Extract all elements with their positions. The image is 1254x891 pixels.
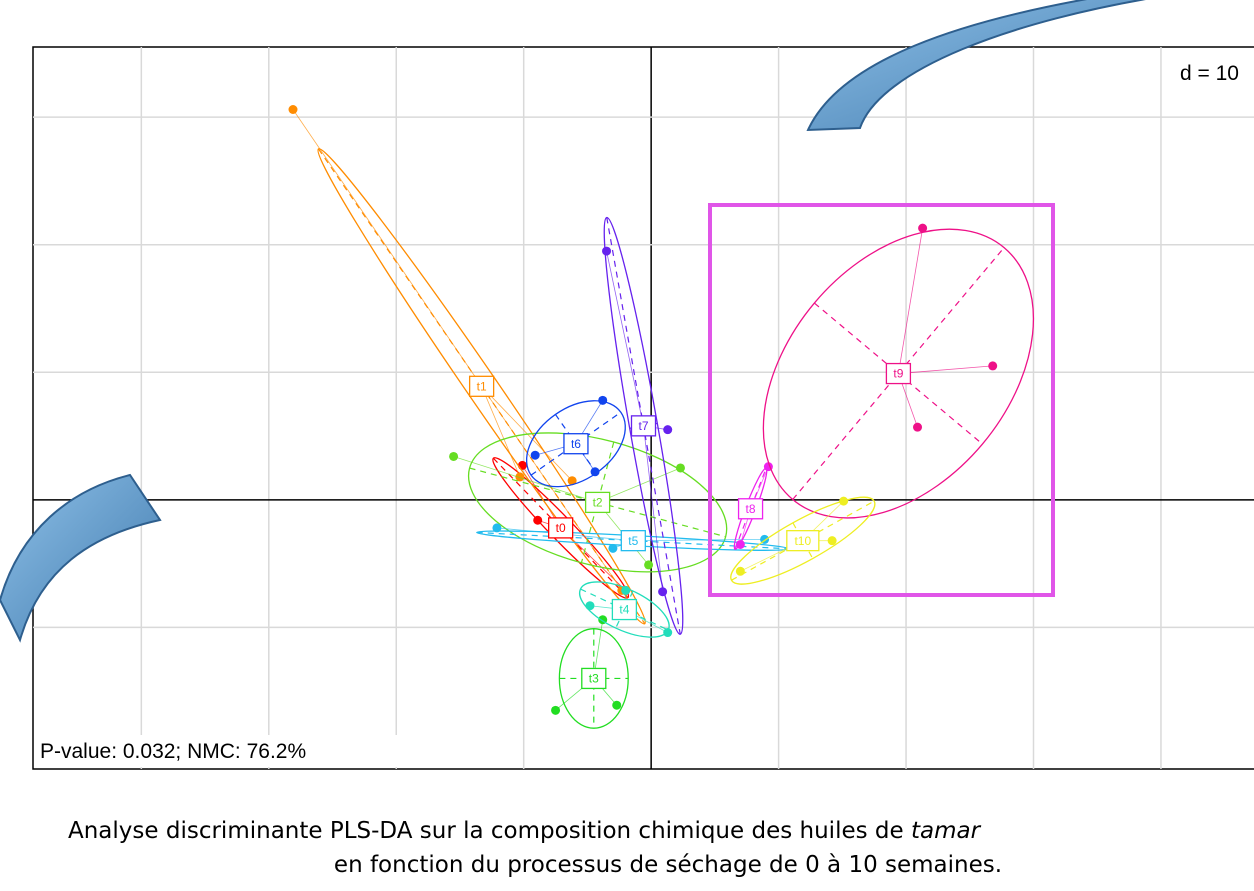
arrow-decoration	[806, 0, 1146, 132]
label-text: t10	[794, 534, 811, 548]
point	[658, 587, 668, 597]
highlight-box	[708, 203, 1055, 597]
point	[663, 628, 673, 638]
point	[663, 425, 673, 435]
point	[612, 700, 622, 710]
class-label: t9	[885, 362, 912, 385]
point	[551, 705, 561, 715]
label-box	[611, 598, 638, 621]
point	[675, 463, 685, 473]
point	[288, 105, 298, 115]
point	[449, 451, 459, 461]
point	[517, 460, 527, 470]
label-text: t2	[593, 496, 603, 510]
label-box	[620, 530, 646, 552]
label-box	[584, 491, 611, 514]
class-label: t8	[737, 498, 764, 520]
point	[602, 246, 612, 256]
point	[567, 476, 577, 486]
annotation-bg	[35, 735, 450, 767]
star-line	[481, 386, 623, 591]
label-text: t1	[477, 379, 487, 393]
point	[988, 361, 998, 371]
point	[839, 496, 849, 506]
label-box	[548, 517, 574, 539]
point	[608, 543, 618, 553]
label-text: t9	[893, 367, 903, 381]
class-label: t5	[620, 530, 646, 552]
caption: Analyse discriminante PLS-DA sur la comp…	[68, 818, 982, 844]
label-text: t8	[746, 502, 756, 516]
star-line	[643, 425, 664, 592]
ellipse-axis	[530, 411, 622, 476]
point	[585, 601, 595, 611]
label-text: t3	[589, 672, 599, 686]
label-text: t7	[638, 419, 648, 433]
class-label: t1	[468, 375, 495, 397]
ellipse-axis	[813, 302, 983, 445]
point	[598, 395, 608, 405]
label-text: t0	[556, 521, 566, 535]
point	[918, 223, 928, 233]
arrow-decoration	[0, 473, 162, 643]
star-line	[481, 386, 521, 478]
label-text: t4	[619, 603, 629, 617]
label-box	[630, 415, 657, 437]
ellipse-axis	[734, 468, 767, 550]
point	[827, 536, 837, 546]
point	[533, 515, 543, 525]
label-box	[885, 362, 912, 385]
star-line	[453, 456, 598, 503]
grid-scale-label: d = 10	[1180, 62, 1239, 85]
point	[913, 422, 923, 432]
class-label: t0	[548, 517, 574, 539]
class-label: t6	[563, 433, 589, 455]
caption-species: tamar	[911, 818, 982, 844]
caption-text: Analyse discriminante PLS-DA sur la comp…	[68, 818, 911, 844]
class-label: t10	[786, 530, 820, 552]
star-line	[606, 251, 644, 426]
star-line	[898, 228, 924, 374]
class-label: t2	[584, 491, 611, 514]
point	[621, 585, 631, 595]
label-box	[563, 433, 589, 455]
star-line	[597, 467, 681, 503]
point	[590, 467, 600, 477]
point	[492, 523, 502, 533]
label-text: t5	[628, 534, 638, 548]
point	[644, 560, 654, 570]
point	[530, 450, 540, 460]
class-label: t3	[581, 667, 607, 690]
star-line	[292, 109, 482, 387]
point	[735, 566, 745, 576]
class-label: t7	[630, 415, 657, 437]
label-box	[786, 530, 820, 552]
caption: en fonction du processus de séchage de 0…	[334, 852, 1002, 878]
plot-area: t0 t1 t2 t3 t4 t5 t6 t7 t8 t9 t10	[33, 47, 1254, 769]
class-label: t4	[611, 598, 638, 621]
star-line	[898, 365, 993, 374]
point	[735, 539, 745, 549]
label-box	[468, 375, 495, 397]
label-box	[581, 667, 607, 690]
plot-frame	[32, 46, 1254, 770]
ellipse-axis	[615, 590, 634, 629]
ellipse-axis	[792, 522, 814, 559]
label-text: t6	[571, 437, 581, 451]
label-box	[737, 498, 764, 520]
annotation: P-value: 0.032; NMC: 76.2%	[40, 740, 306, 763]
point	[515, 472, 525, 482]
